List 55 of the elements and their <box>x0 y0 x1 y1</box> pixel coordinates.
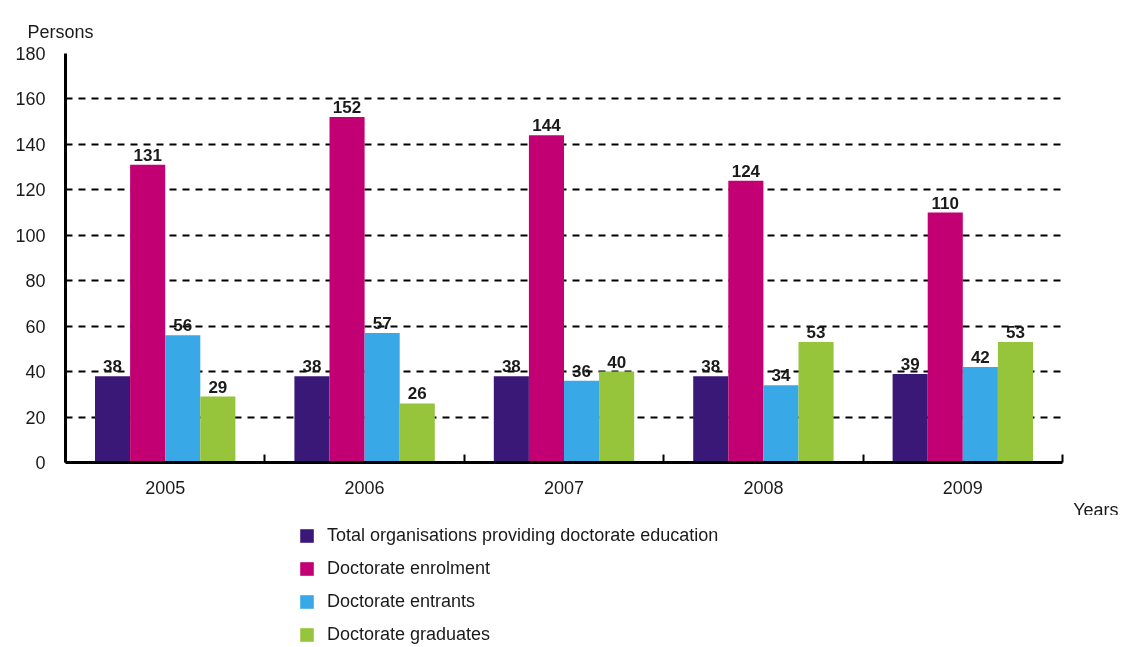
bar <box>364 332 400 463</box>
data-label: 39 <box>900 354 920 374</box>
y-tick-label: 20 <box>25 407 46 428</box>
bar <box>763 385 799 463</box>
data-label: 124 <box>731 161 761 181</box>
y-tick-label: 140 <box>15 134 46 155</box>
data-label: 40 <box>607 352 627 372</box>
bar <box>693 376 729 463</box>
data-label: 152 <box>332 98 362 118</box>
bar <box>528 135 564 463</box>
legend-label: Doctorate graduates <box>327 624 491 645</box>
y-tick-label: 160 <box>15 89 46 110</box>
data-label: 57 <box>372 313 392 333</box>
x-tick-label: 2005 <box>145 477 186 498</box>
bar <box>329 117 365 463</box>
data-label: 34 <box>771 366 791 386</box>
data-label: 144 <box>532 116 562 136</box>
bar <box>997 342 1033 463</box>
bar <box>962 367 998 463</box>
x-tick-label: 2009 <box>942 477 983 498</box>
bar <box>564 380 600 463</box>
y-tick-label: 80 <box>25 271 46 292</box>
data-label: 110 <box>931 193 959 213</box>
legend-label: Doctorate enrolment <box>327 558 491 579</box>
data-label: 26 <box>407 384 427 404</box>
y-tick-label: 40 <box>25 362 46 383</box>
bar <box>927 212 963 463</box>
x-tick-label: 2006 <box>344 477 385 498</box>
bar <box>165 335 201 463</box>
data-label: 29 <box>208 377 228 397</box>
data-label: 53 <box>806 323 826 343</box>
bar <box>728 180 764 463</box>
bar <box>130 164 166 463</box>
y-axis-title: Persons <box>27 21 94 42</box>
bar <box>493 376 529 463</box>
data-label: 38 <box>501 357 521 377</box>
data-label: 53 <box>1005 323 1025 343</box>
bar <box>399 403 435 463</box>
legend-label: Total organisations providing doctorate education <box>327 525 719 546</box>
bar <box>599 371 635 463</box>
x-tick-label: 2008 <box>743 477 784 498</box>
y-tick-label: 60 <box>25 316 46 337</box>
data-label: 131 <box>133 145 162 165</box>
bar <box>95 376 131 463</box>
y-tick-label: 180 <box>15 44 46 64</box>
y-tick-label: 0 <box>35 453 46 473</box>
data-label: 42 <box>970 348 990 368</box>
y-tick-label: 100 <box>15 225 46 246</box>
bar <box>798 342 834 463</box>
bar <box>892 373 928 463</box>
x-tick-label: 2007 <box>543 477 585 498</box>
y-tick-label: 120 <box>15 180 46 201</box>
legend-label: Doctorate entrants <box>327 591 476 612</box>
bar <box>294 376 330 463</box>
bar <box>200 396 236 463</box>
